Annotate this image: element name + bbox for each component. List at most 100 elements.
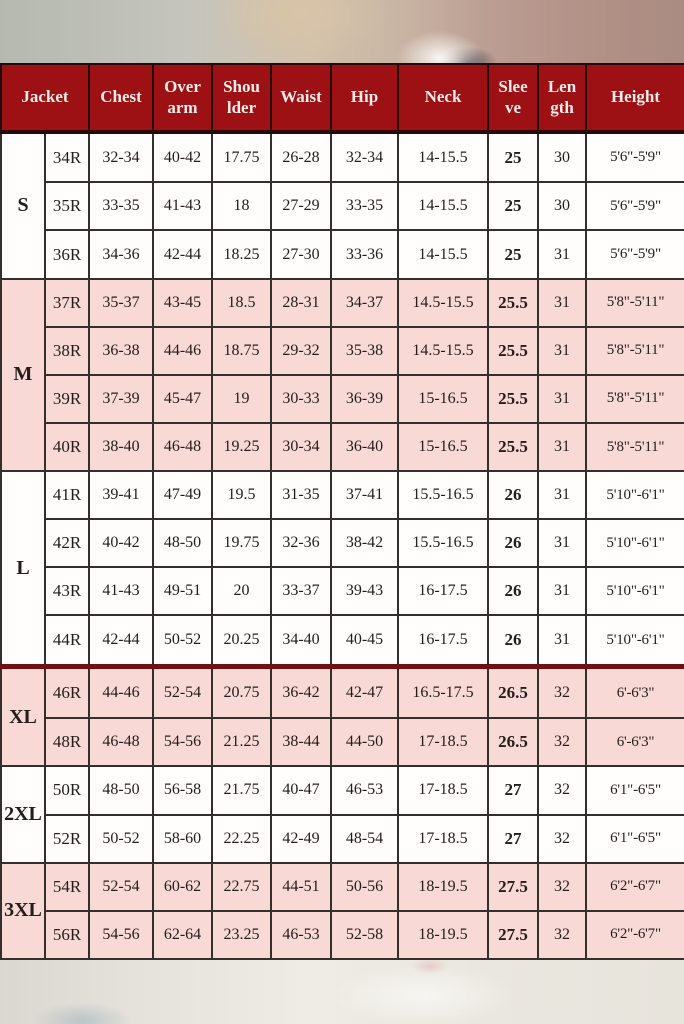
table-row: 43R 41-43 49-51 20 33-37 39-43 16-17.5 26 31 5'10… (1, 566, 684, 617)
cell-jacket: 38R (44, 325, 90, 376)
cell-height: 5'10"-6'1" (585, 614, 684, 668)
cell-length: 31 (537, 421, 587, 473)
cell-shoulder: 18.25 (211, 229, 272, 280)
cell-jacket: 34R (44, 130, 90, 184)
size-group-label: 2XL (0, 765, 46, 864)
size-group-label: 3XL (0, 861, 46, 961)
cell-shoulder: 19.5 (211, 470, 272, 521)
cell-waist: 38-44 (270, 717, 332, 768)
cell-hip: 33-35 (330, 181, 399, 232)
cell-waist: 27-30 (270, 229, 332, 280)
cell-waist: 40-47 (270, 765, 332, 816)
cell-waist: 28-31 (270, 277, 332, 328)
cell-sleeve: 26 (487, 614, 539, 668)
cell-neck: 18-19.5 (397, 861, 489, 912)
cell-jacket: 44R (44, 614, 90, 668)
cell-hip: 38-42 (330, 518, 399, 569)
column-header-hip: Hip (330, 63, 399, 134)
table-row: 48R 46-48 54-56 21.25 38-44 44-50 17-18.5 26.5 3… (1, 717, 684, 768)
cell-shoulder: 18.75 (211, 325, 272, 376)
cell-shoulder: 22.75 (211, 861, 272, 912)
table-row: 52R 50-52 58-60 22.25 42-49 48-54 17-18.5 27 32 6… (1, 813, 684, 864)
cell-neck: 14.5-15.5 (397, 277, 489, 328)
cell-length: 32 (537, 861, 587, 912)
cell-hip: 32-34 (330, 130, 399, 184)
cell-overarm: 56-58 (152, 765, 213, 816)
cell-sleeve: 27.5 (487, 861, 539, 912)
cell-length: 32 (537, 813, 587, 864)
cell-height: 5'8"-5'11" (585, 277, 684, 328)
column-header-waist: Waist (270, 63, 332, 134)
cell-hip: 48-54 (330, 813, 399, 864)
cell-sleeve: 27 (487, 765, 539, 816)
cell-sleeve: 26 (487, 470, 539, 521)
cell-waist: 33-37 (270, 566, 332, 617)
cell-hip: 42-47 (330, 664, 399, 720)
table-row: 56R 54-56 62-64 23.25 46-53 52-58 18-19.5 27.5 3… (1, 909, 684, 961)
cell-shoulder: 18 (211, 181, 272, 232)
cell-chest: 54-56 (88, 909, 154, 961)
table-row: 40R 38-40 46-48 19.25 30-34 36-40 15-16.5 25.5 3… (1, 421, 684, 473)
column-header-shoulder: Shou lder (211, 63, 272, 134)
cell-shoulder: 19.25 (211, 421, 272, 473)
cell-hip: 35-38 (330, 325, 399, 376)
cell-jacket: 41R (44, 470, 90, 521)
cell-height: 5'10"-6'1" (585, 518, 684, 569)
cell-neck: 14-15.5 (397, 181, 489, 232)
background-photo-top (0, 0, 684, 63)
cell-chest: 36-38 (88, 325, 154, 376)
cell-height: 6'-6'3" (585, 664, 684, 720)
cell-sleeve: 26.5 (487, 717, 539, 768)
cell-height: 5'10"-6'1" (585, 566, 684, 617)
cell-waist: 29-32 (270, 325, 332, 376)
cell-neck: 14-15.5 (397, 130, 489, 184)
column-header-sleeve: Slee ve (487, 63, 539, 134)
column-header-jacket: Jacket (0, 63, 90, 134)
cell-chest: 33-35 (88, 181, 154, 232)
cell-height: 6'-6'3" (585, 717, 684, 768)
column-header-overarm: Over arm (152, 63, 213, 134)
cell-length: 32 (537, 717, 587, 768)
cell-sleeve: 25.5 (487, 373, 539, 424)
size-group-label: XL (0, 664, 46, 768)
table-row: 42R 40-42 48-50 19.75 32-36 38-42 15.5-16.5 26 3… (1, 518, 684, 569)
table-row: 2XL 50R 48-50 56-58 21.75 40-47 46-53 17-18.5 27… (0, 765, 684, 864)
cell-overarm: 47-49 (152, 470, 213, 521)
cell-waist: 34-40 (270, 614, 332, 668)
table-row: 38R 36-38 44-46 18.75 29-32 35-38 14.5-15.5 25.… (1, 325, 684, 376)
cell-neck: 15-16.5 (397, 421, 489, 473)
cell-length: 31 (537, 229, 587, 280)
cell-length: 31 (537, 614, 587, 668)
cell-chest: 38-40 (88, 421, 154, 473)
cell-overarm: 54-56 (152, 717, 213, 768)
cell-overarm: 42-44 (152, 229, 213, 280)
cell-chest: 39-41 (88, 470, 154, 521)
cell-shoulder: 23.25 (211, 909, 272, 961)
table-row: L 41R 39-41 47-49 19.5 31-35 37-41 15.5-16.5 26 3… (0, 470, 684, 668)
cell-overarm: 40-42 (152, 130, 213, 184)
cell-overarm: 50-52 (152, 614, 213, 668)
cell-shoulder: 20.25 (211, 614, 272, 668)
cell-neck: 17-18.5 (397, 765, 489, 816)
cell-hip: 37-41 (330, 470, 399, 521)
cell-length: 31 (537, 373, 587, 424)
cell-height: 6'1"-6'5" (585, 765, 684, 816)
cell-length: 30 (537, 181, 587, 232)
cell-jacket: 39R (44, 373, 90, 424)
cell-height: 5'8"-5'11" (585, 325, 684, 376)
cell-chest: 52-54 (88, 861, 154, 912)
cell-sleeve: 26.5 (487, 664, 539, 720)
cell-waist: 36-42 (270, 664, 332, 720)
cell-chest: 48-50 (88, 765, 154, 816)
cell-sleeve: 25 (487, 229, 539, 280)
cell-chest: 50-52 (88, 813, 154, 864)
cell-length: 31 (537, 470, 587, 521)
size-table-body: S 34R 32-34 40-42 17.75 26-28 32-34 14-15.5 25 30… (0, 130, 684, 961)
cell-hip: 33-36 (330, 229, 399, 280)
cell-height: 6'2"-6'7" (585, 909, 684, 961)
cell-height: 5'6"-5'9" (585, 130, 684, 184)
cell-length: 32 (537, 664, 587, 720)
table-row: 39R 37-39 45-47 19 30-33 36-39 15-16.5 25.5 31 5'… (1, 373, 684, 424)
cell-shoulder: 20.75 (211, 664, 272, 720)
cell-shoulder: 22.25 (211, 813, 272, 864)
